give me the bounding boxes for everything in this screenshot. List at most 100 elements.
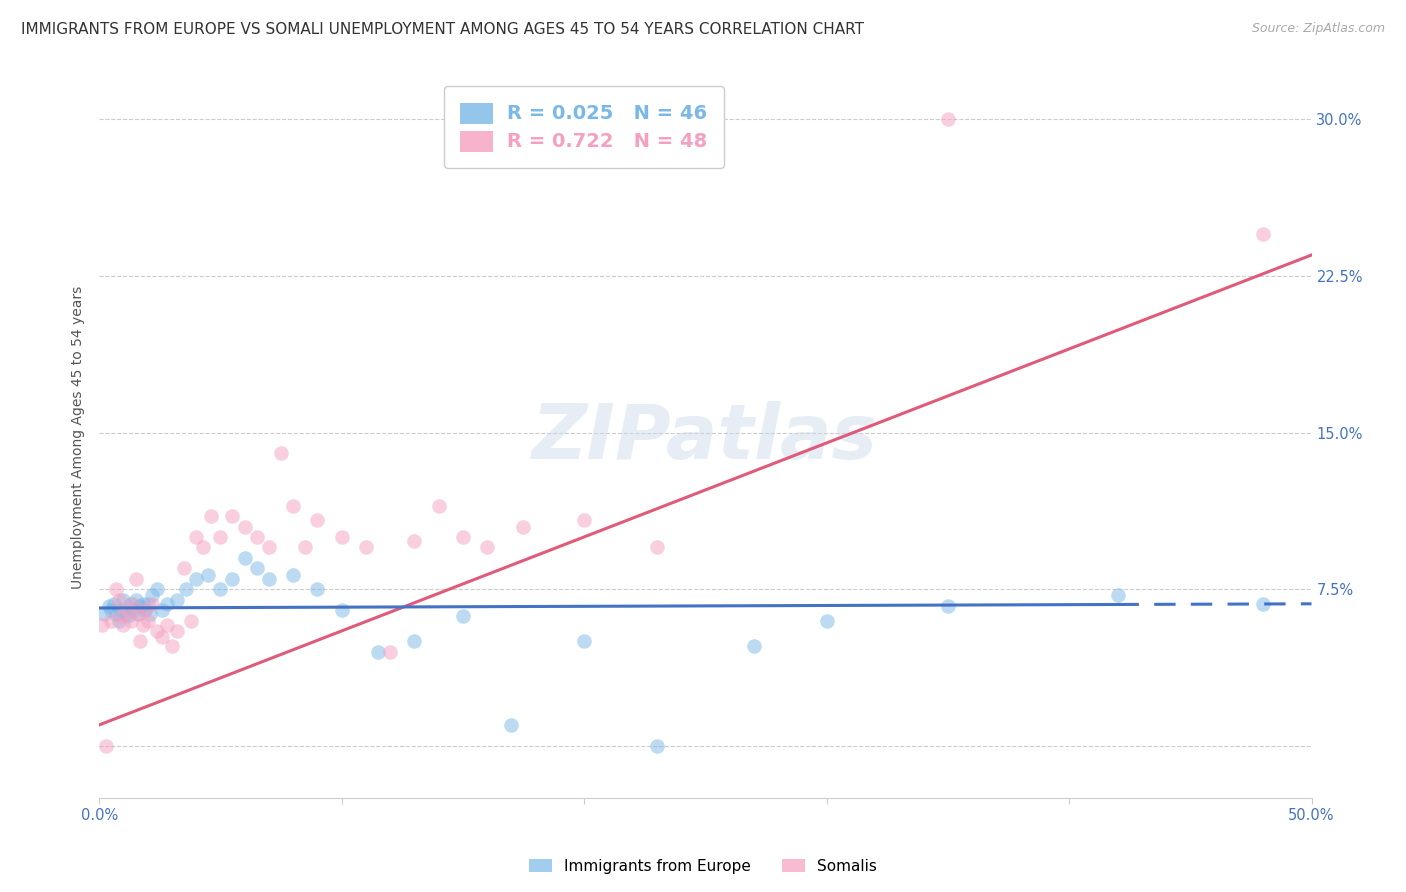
Point bbox=[117, 603, 139, 617]
Point bbox=[156, 597, 179, 611]
Point bbox=[105, 582, 128, 597]
Point bbox=[150, 630, 173, 644]
Point bbox=[93, 607, 115, 622]
Point bbox=[936, 112, 959, 127]
Point bbox=[139, 607, 162, 622]
Point bbox=[354, 541, 377, 555]
Point bbox=[367, 645, 389, 659]
Point bbox=[184, 572, 207, 586]
Point bbox=[1251, 227, 1274, 241]
Text: ZIPatlas: ZIPatlas bbox=[533, 401, 879, 475]
Point bbox=[124, 572, 146, 586]
Point bbox=[132, 597, 155, 611]
Point bbox=[270, 446, 292, 460]
Point bbox=[475, 541, 498, 555]
Point bbox=[114, 607, 136, 622]
Point bbox=[156, 617, 179, 632]
Point bbox=[100, 603, 122, 617]
Point bbox=[122, 597, 145, 611]
Point bbox=[166, 624, 188, 638]
Point bbox=[120, 614, 142, 628]
Point bbox=[141, 597, 163, 611]
Point bbox=[184, 530, 207, 544]
Point bbox=[96, 739, 118, 753]
Point bbox=[127, 607, 149, 622]
Point bbox=[246, 530, 269, 544]
Point bbox=[451, 530, 474, 544]
Point bbox=[176, 582, 198, 597]
Point bbox=[132, 617, 155, 632]
Point bbox=[120, 597, 142, 611]
Point bbox=[281, 499, 304, 513]
Point bbox=[307, 582, 329, 597]
Point bbox=[330, 530, 353, 544]
Point bbox=[180, 614, 202, 628]
Point bbox=[233, 550, 256, 565]
Point bbox=[221, 509, 243, 524]
Point bbox=[233, 519, 256, 533]
Point bbox=[110, 603, 132, 617]
Point bbox=[307, 513, 329, 527]
Point bbox=[150, 603, 173, 617]
Point bbox=[146, 582, 169, 597]
Point bbox=[129, 599, 152, 613]
Point bbox=[294, 541, 316, 555]
Point bbox=[742, 639, 765, 653]
Point bbox=[136, 597, 159, 611]
Point bbox=[107, 592, 129, 607]
Point bbox=[134, 603, 156, 617]
Point bbox=[110, 609, 132, 624]
Point bbox=[257, 541, 280, 555]
Point bbox=[160, 639, 183, 653]
Point bbox=[134, 603, 156, 617]
Point bbox=[512, 519, 534, 533]
Point bbox=[197, 567, 219, 582]
Text: IMMIGRANTS FROM EUROPE VS SOMALI UNEMPLOYMENT AMONG AGES 45 TO 54 YEARS CORRELAT: IMMIGRANTS FROM EUROPE VS SOMALI UNEMPLO… bbox=[21, 22, 865, 37]
Point bbox=[815, 614, 838, 628]
Point bbox=[572, 634, 595, 648]
Point bbox=[1107, 589, 1129, 603]
Point bbox=[122, 603, 145, 617]
Point bbox=[1251, 597, 1274, 611]
Point bbox=[112, 617, 135, 632]
Point bbox=[378, 645, 401, 659]
Point bbox=[221, 572, 243, 586]
Point bbox=[127, 607, 149, 622]
Point bbox=[404, 534, 426, 549]
Y-axis label: Unemployment Among Ages 45 to 54 years: Unemployment Among Ages 45 to 54 years bbox=[72, 286, 86, 590]
Point bbox=[193, 541, 215, 555]
Point bbox=[112, 592, 135, 607]
Point bbox=[200, 509, 222, 524]
Point bbox=[90, 617, 112, 632]
Point bbox=[451, 609, 474, 624]
Point bbox=[645, 739, 668, 753]
Point bbox=[97, 599, 120, 613]
Point bbox=[124, 592, 146, 607]
Point bbox=[281, 567, 304, 582]
Point bbox=[146, 624, 169, 638]
Point bbox=[105, 607, 128, 622]
Legend: R = 0.025   N = 46, R = 0.722   N = 48: R = 0.025 N = 46, R = 0.722 N = 48 bbox=[444, 87, 724, 168]
Point bbox=[936, 599, 959, 613]
Point bbox=[136, 614, 159, 628]
Point bbox=[100, 614, 122, 628]
Point bbox=[330, 603, 353, 617]
Point bbox=[501, 718, 523, 732]
Point bbox=[404, 634, 426, 648]
Point bbox=[257, 572, 280, 586]
Point bbox=[572, 513, 595, 527]
Point bbox=[209, 582, 232, 597]
Point bbox=[427, 499, 450, 513]
Point bbox=[129, 634, 152, 648]
Point bbox=[141, 589, 163, 603]
Point bbox=[107, 614, 129, 628]
Legend: Immigrants from Europe, Somalis: Immigrants from Europe, Somalis bbox=[523, 853, 883, 880]
Point bbox=[645, 541, 668, 555]
Point bbox=[246, 561, 269, 575]
Text: Source: ZipAtlas.com: Source: ZipAtlas.com bbox=[1251, 22, 1385, 36]
Point bbox=[173, 561, 195, 575]
Point bbox=[117, 609, 139, 624]
Point bbox=[166, 592, 188, 607]
Point bbox=[209, 530, 232, 544]
Point bbox=[103, 597, 125, 611]
